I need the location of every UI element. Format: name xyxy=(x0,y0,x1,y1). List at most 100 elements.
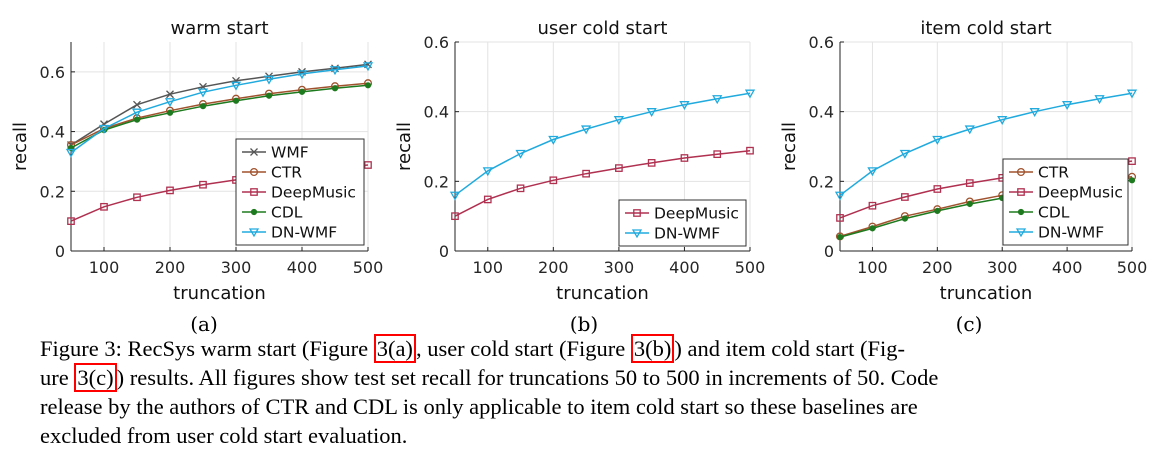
legend-box xyxy=(618,199,747,247)
caption-line-3: release by the authors of CTR and CDL is… xyxy=(40,394,918,419)
data-point-dn-wmf xyxy=(263,75,275,85)
data-point-dn-wmf xyxy=(580,125,592,135)
data-point-deepmusic xyxy=(166,186,174,195)
data-point-deepmusic xyxy=(199,180,207,189)
legend-entry: DeepMusic xyxy=(654,205,739,223)
data-point-deepmusic xyxy=(965,179,974,187)
y-tick-label: 0 xyxy=(824,242,834,261)
data-point-deepmusic xyxy=(713,150,722,159)
data-point-cdl xyxy=(298,88,306,95)
y-tick-label: 0.2 xyxy=(40,182,65,201)
data-point-cdl xyxy=(331,85,339,92)
data-point-cdl xyxy=(232,97,240,104)
data-point-cdl xyxy=(966,200,973,208)
subcaption-a: (a) xyxy=(190,312,218,336)
figure-ref-c-link[interactable]: 3(c) xyxy=(74,363,117,392)
data-point-deepmusic xyxy=(451,212,459,221)
caption-line-2: ure 3(c)) results. All figures show test… xyxy=(40,363,1140,392)
legend-entry: DN-WMF xyxy=(271,224,337,242)
data-point-deepmusic xyxy=(615,164,623,172)
legend-marker xyxy=(1016,167,1026,177)
figure-ref-a-link[interactable]: 3(a) xyxy=(373,334,416,363)
data-point-cdl xyxy=(265,92,273,99)
legend-marker xyxy=(1017,188,1025,196)
y-tick-label: 0.6 xyxy=(424,33,449,52)
data-point-dn-wmf xyxy=(932,135,943,145)
chart-title: user cold start xyxy=(538,18,668,39)
figure-caption: Figure 3: RecSys warm start (Figure 3(a)… xyxy=(40,334,1140,450)
data-point-dn-wmf xyxy=(548,135,559,145)
data-point-deepmusic xyxy=(680,154,689,162)
data-point-dn-wmf xyxy=(867,167,878,177)
series-line-dn-wmf xyxy=(839,92,1133,196)
x-tick-label: 400 xyxy=(287,258,318,277)
data-point-wmf xyxy=(232,76,240,85)
data-point-dn-wmf xyxy=(98,124,110,134)
data-point-cdl xyxy=(836,233,844,241)
data-point-dn-wmf xyxy=(679,101,690,111)
data-point-deepmusic xyxy=(836,214,844,222)
legend-marker xyxy=(1017,208,1025,216)
data-point-dn-wmf xyxy=(613,116,625,125)
subcaption-c: (c) xyxy=(955,312,983,336)
data-point-deepmusic xyxy=(133,193,141,202)
data-point-dn-wmf xyxy=(712,95,723,105)
legend-entry: CDL xyxy=(271,204,303,222)
y-tick-label: 0.4 xyxy=(809,103,834,122)
y-tick-label: 0.4 xyxy=(424,103,449,122)
data-point-dn-wmf xyxy=(964,125,975,135)
legend-entry: CTR xyxy=(1038,164,1069,182)
x-tick-label: 400 xyxy=(669,258,700,277)
legend-marker xyxy=(249,167,259,177)
data-point-cdl xyxy=(199,103,207,110)
caption-text: Figure 3: RecSys warm start (Figure xyxy=(40,336,374,361)
data-point-dn-wmf xyxy=(1094,95,1105,105)
series-line-ctr xyxy=(70,82,369,146)
legend-entry: DN-WMF xyxy=(654,225,720,243)
data-point-dn-wmf xyxy=(1029,108,1040,117)
data-point-dn-wmf xyxy=(515,149,526,159)
data-point-cdl xyxy=(934,207,941,215)
x-tick-label: 500 xyxy=(735,258,766,277)
data-point-deepmusic xyxy=(901,193,909,201)
y-tick-label: 0 xyxy=(55,242,65,261)
data-point-dn-wmf xyxy=(1061,101,1073,111)
figure-charts: 100 200 300 400 500 0 0.2 0.4 0.6 warm start trunc… xyxy=(10,18,1147,304)
data-point-dn-wmf xyxy=(997,116,1008,125)
data-point-deepmusic xyxy=(933,185,942,193)
y-tick-label: 0.6 xyxy=(809,33,834,52)
caption-line-4: excluded from user cold start evaluation… xyxy=(40,423,408,448)
y-axis-label: recall xyxy=(10,122,31,171)
data-point-dn-wmf xyxy=(230,81,242,91)
data-point-dn-wmf xyxy=(164,98,176,108)
x-tick-label: 100 xyxy=(473,258,504,277)
series-line-cdl xyxy=(70,84,369,149)
series-line-deepmusic xyxy=(454,149,751,217)
subcaption-b: (b) xyxy=(569,312,599,336)
data-point-dn-wmf xyxy=(197,88,209,98)
data-point-deepmusic xyxy=(868,201,877,210)
legend-marker xyxy=(250,148,258,156)
legend-entry: CTR xyxy=(271,164,302,182)
legend-marker xyxy=(250,208,258,216)
data-point-dn-wmf xyxy=(449,191,461,201)
data-point-cdl xyxy=(166,109,174,116)
caption-text: ) results. All figures show test set rec… xyxy=(116,365,939,390)
figure: 100 200 300 400 500 0 0.2 0.4 0.6 warm start trunc… xyxy=(10,18,1147,336)
caption-text: ) and item cold start (Fig- xyxy=(674,336,905,361)
data-point-cdl xyxy=(1128,177,1136,184)
data-point-dn-wmf xyxy=(296,70,308,80)
data-point-deepmusic xyxy=(67,217,75,225)
x-axis-label: truncation xyxy=(556,283,649,304)
data-point-dn-wmf xyxy=(834,191,846,201)
x-tick-label: 200 xyxy=(922,258,953,277)
figure-ref-b-link[interactable]: 3(b) xyxy=(630,334,675,363)
x-tick-label: 200 xyxy=(538,258,569,277)
data-point-deepmusic xyxy=(100,202,108,211)
data-point-cdl xyxy=(133,116,141,123)
y-tick-label: 0.4 xyxy=(40,123,65,142)
x-tick-label: 100 xyxy=(89,258,120,277)
data-point-deepmusic xyxy=(364,161,372,169)
series-line-wmf xyxy=(70,63,369,146)
legend-entry: CDL xyxy=(1038,204,1070,222)
